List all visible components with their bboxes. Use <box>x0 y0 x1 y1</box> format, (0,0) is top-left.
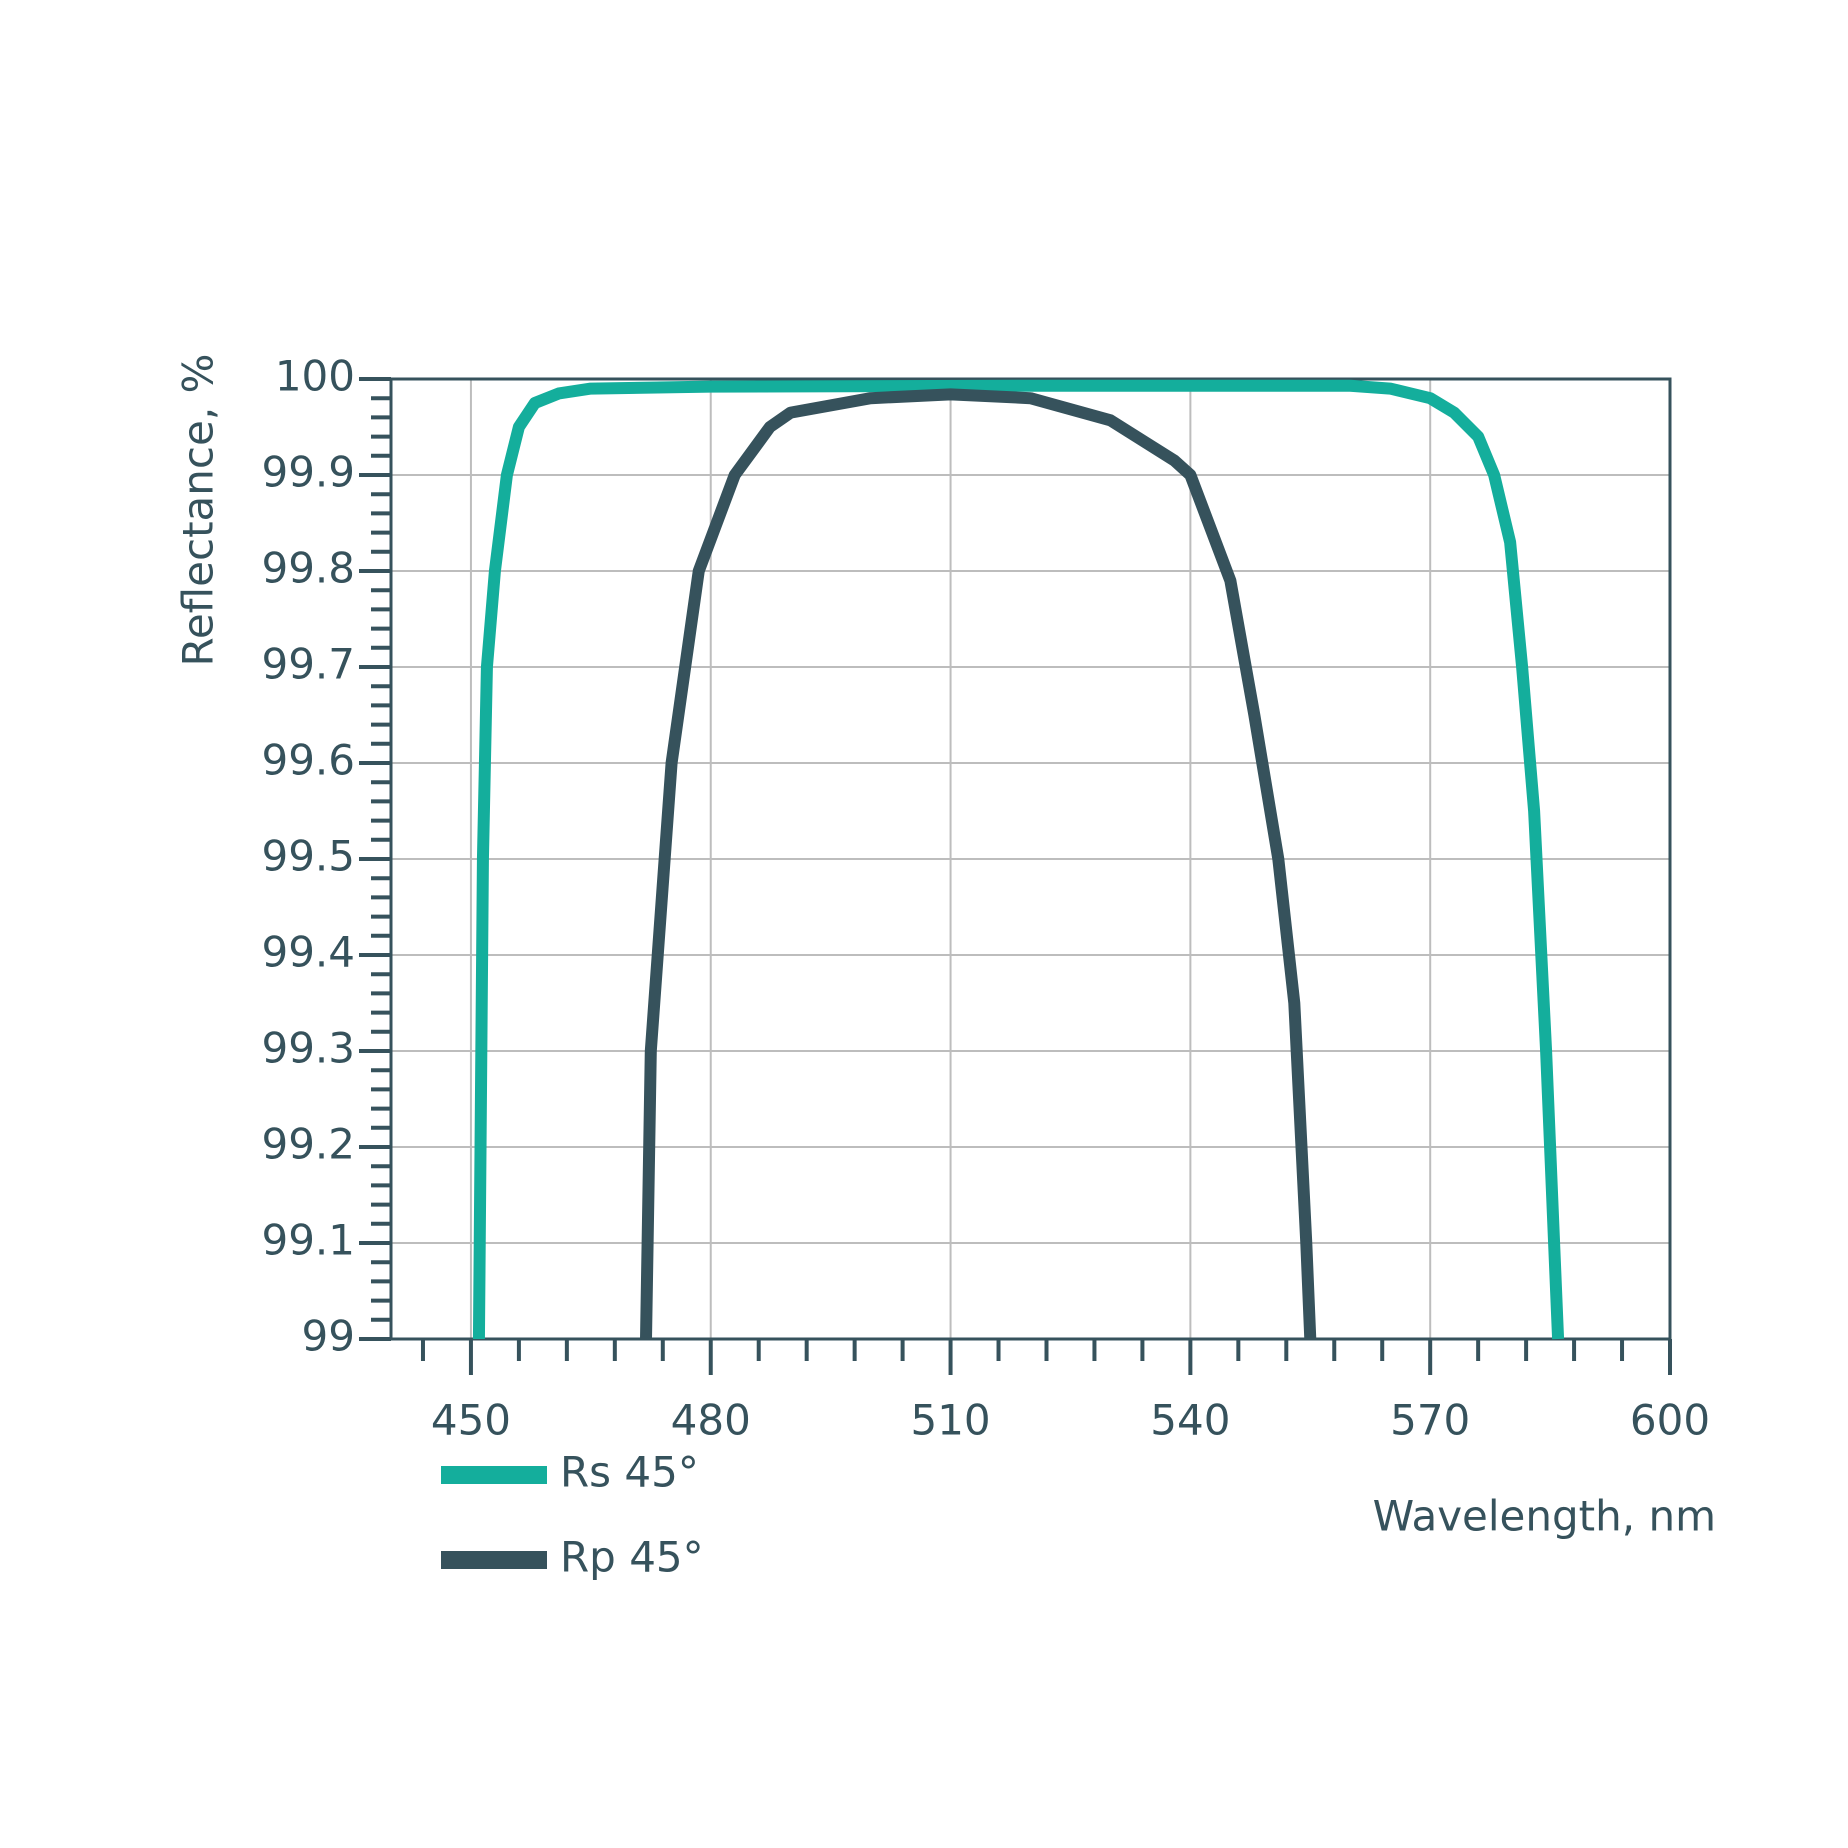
y-axis-title: Reflectance, % <box>174 354 223 667</box>
y-tick-label: 99 <box>302 1312 355 1361</box>
y-tick-label: 99.9 <box>261 448 355 497</box>
x-axis-title: Wavelength, nm <box>1373 1492 1716 1541</box>
x-tick-label: 570 <box>1390 1396 1470 1445</box>
data-line <box>472 379 1565 1340</box>
x-tick-label: 510 <box>910 1396 990 1445</box>
legend-label: Rs 45° <box>560 1448 699 1497</box>
y-tick-label: 99.2 <box>261 1120 355 1169</box>
y-tick-label: 99.4 <box>261 928 355 977</box>
y-tick-label: 99.3 <box>261 1024 355 1073</box>
y-tick-label: 100 <box>275 352 355 401</box>
legend-label: Rp 45° <box>560 1533 704 1582</box>
y-tick-label: 99.5 <box>261 832 355 881</box>
x-tick-label: 540 <box>1150 1396 1230 1445</box>
x-tick-label: 450 <box>431 1396 511 1445</box>
x-tick-label: 600 <box>1630 1396 1710 1445</box>
y-tick-label: 99.1 <box>261 1216 355 1265</box>
y-tick-label: 99.8 <box>261 544 355 593</box>
y-tick-label: 99.7 <box>261 640 355 689</box>
data-line <box>640 388 1317 1340</box>
y-tick-label: 99.6 <box>261 736 355 785</box>
x-tick-label: 480 <box>671 1396 751 1445</box>
